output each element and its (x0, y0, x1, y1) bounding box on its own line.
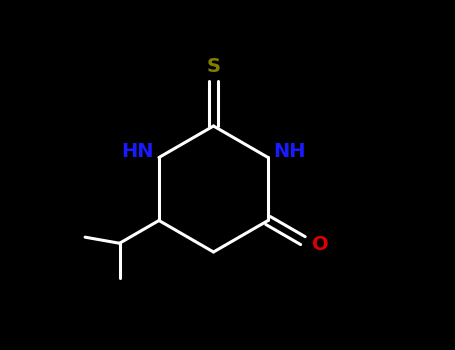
Text: S: S (207, 57, 221, 76)
Text: O: O (312, 234, 329, 254)
Text: NH: NH (273, 142, 306, 161)
Text: HN: HN (121, 142, 154, 161)
